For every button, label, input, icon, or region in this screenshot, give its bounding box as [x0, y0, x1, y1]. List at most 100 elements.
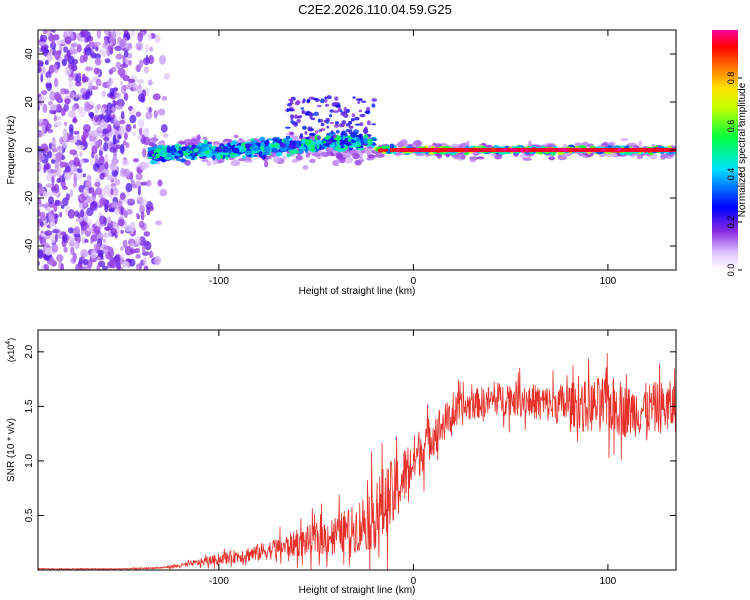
band-peak	[626, 148, 630, 152]
noise-blob	[43, 191, 51, 197]
plume-blob	[301, 110, 306, 115]
noise-blob	[116, 144, 121, 150]
signal-blob	[176, 158, 182, 162]
noise-blob	[94, 140, 101, 148]
noise-blob	[138, 84, 142, 89]
noise-blob	[141, 89, 147, 98]
signal-blob	[180, 158, 186, 163]
noise-blob	[140, 211, 145, 221]
halo-blob	[344, 156, 354, 164]
halo-blob	[341, 152, 352, 158]
signal-blob	[217, 151, 223, 157]
noise-blob	[77, 72, 82, 78]
noise-blob	[103, 136, 110, 142]
band-peak	[464, 147, 470, 152]
band-peak	[520, 148, 524, 153]
noise-blob	[152, 93, 161, 101]
plume-blob	[317, 135, 321, 141]
signal-blob	[264, 140, 269, 146]
noise-blob	[100, 107, 105, 114]
band-peak	[511, 148, 518, 152]
noise-blob	[125, 42, 133, 51]
noise-blob	[49, 221, 55, 228]
noise-blob	[135, 254, 141, 259]
noise-blob	[52, 34, 60, 41]
noise-blob	[61, 185, 68, 190]
plume-blob	[343, 132, 348, 137]
noise-blob	[130, 30, 135, 37]
signal-blob	[147, 146, 155, 151]
figure-title: C2E2.2026.110.04.59.G25	[298, 2, 452, 17]
signal-blob	[316, 143, 320, 150]
halo-blob	[520, 154, 526, 159]
signal-blob	[347, 137, 352, 142]
noise-blob	[38, 118, 44, 124]
noise-blob	[103, 113, 111, 123]
halo-blob	[194, 139, 201, 145]
plume-blob	[333, 110, 339, 113]
band-peak	[412, 147, 417, 151]
plume-blob	[304, 130, 308, 135]
noise-blob	[60, 231, 67, 236]
noise-blob	[50, 234, 56, 244]
noise-blob	[161, 95, 168, 101]
noise-blob	[119, 125, 125, 136]
noise-blob	[71, 105, 77, 112]
noise-blob	[99, 132, 103, 138]
noise-blob	[104, 36, 108, 46]
noise-blob	[51, 39, 56, 45]
band-peak	[561, 147, 568, 152]
noise-blob	[139, 127, 143, 136]
signal-blob	[193, 148, 199, 153]
noise-blob	[60, 263, 64, 270]
noise-blob	[55, 167, 62, 177]
signal-blob	[363, 134, 369, 139]
noise-blob	[93, 114, 99, 123]
plume-blob	[333, 124, 340, 128]
noise-blob	[76, 44, 82, 53]
band-peak	[395, 148, 401, 152]
signal-blob	[336, 139, 340, 145]
signal-blob	[308, 132, 316, 137]
halo-blob	[522, 157, 532, 161]
halo-blob	[620, 137, 629, 142]
noise-blob	[38, 202, 41, 212]
signal-blob	[226, 149, 233, 153]
signal-blob	[155, 153, 161, 159]
x-tick-label: -100	[209, 276, 229, 287]
noise-blob	[67, 55, 75, 65]
plume-blob	[350, 118, 355, 122]
signal-blob	[272, 137, 280, 142]
noise-blob	[83, 266, 92, 270]
noise-blob	[70, 63, 78, 72]
plume-blob	[352, 96, 356, 99]
noise-blob	[115, 61, 121, 69]
noise-blob	[51, 176, 55, 186]
band-peak	[435, 149, 443, 153]
noise-blob	[49, 48, 54, 53]
signal-blob	[340, 145, 345, 149]
snr-y-ticks: 0.5 1.0 1.5 2.0	[24, 344, 676, 522]
noise-blob	[90, 250, 97, 259]
noise-blob	[40, 264, 45, 270]
plume-blob	[297, 115, 303, 119]
plume-blob	[326, 125, 330, 129]
noise-blob	[134, 247, 140, 254]
noise-blob	[43, 263, 49, 270]
signal-blob	[262, 151, 270, 156]
noise-blob	[138, 196, 144, 206]
plume-blob	[289, 102, 294, 105]
noise-blob	[107, 44, 114, 52]
noise-blob	[108, 77, 114, 86]
noise-blob	[122, 55, 126, 65]
noise-blob	[112, 187, 119, 196]
signal-blob	[280, 143, 286, 148]
signal-blob	[296, 142, 300, 148]
halo-blob	[660, 153, 668, 159]
noise-blob	[128, 78, 136, 83]
noise-blob	[116, 262, 121, 270]
spectrogram-panel: -100 0 100 -40 -20 0 20 40 Height of straight …	[6, 29, 677, 297]
noise-blob	[38, 46, 41, 52]
halo-blob	[638, 140, 643, 148]
